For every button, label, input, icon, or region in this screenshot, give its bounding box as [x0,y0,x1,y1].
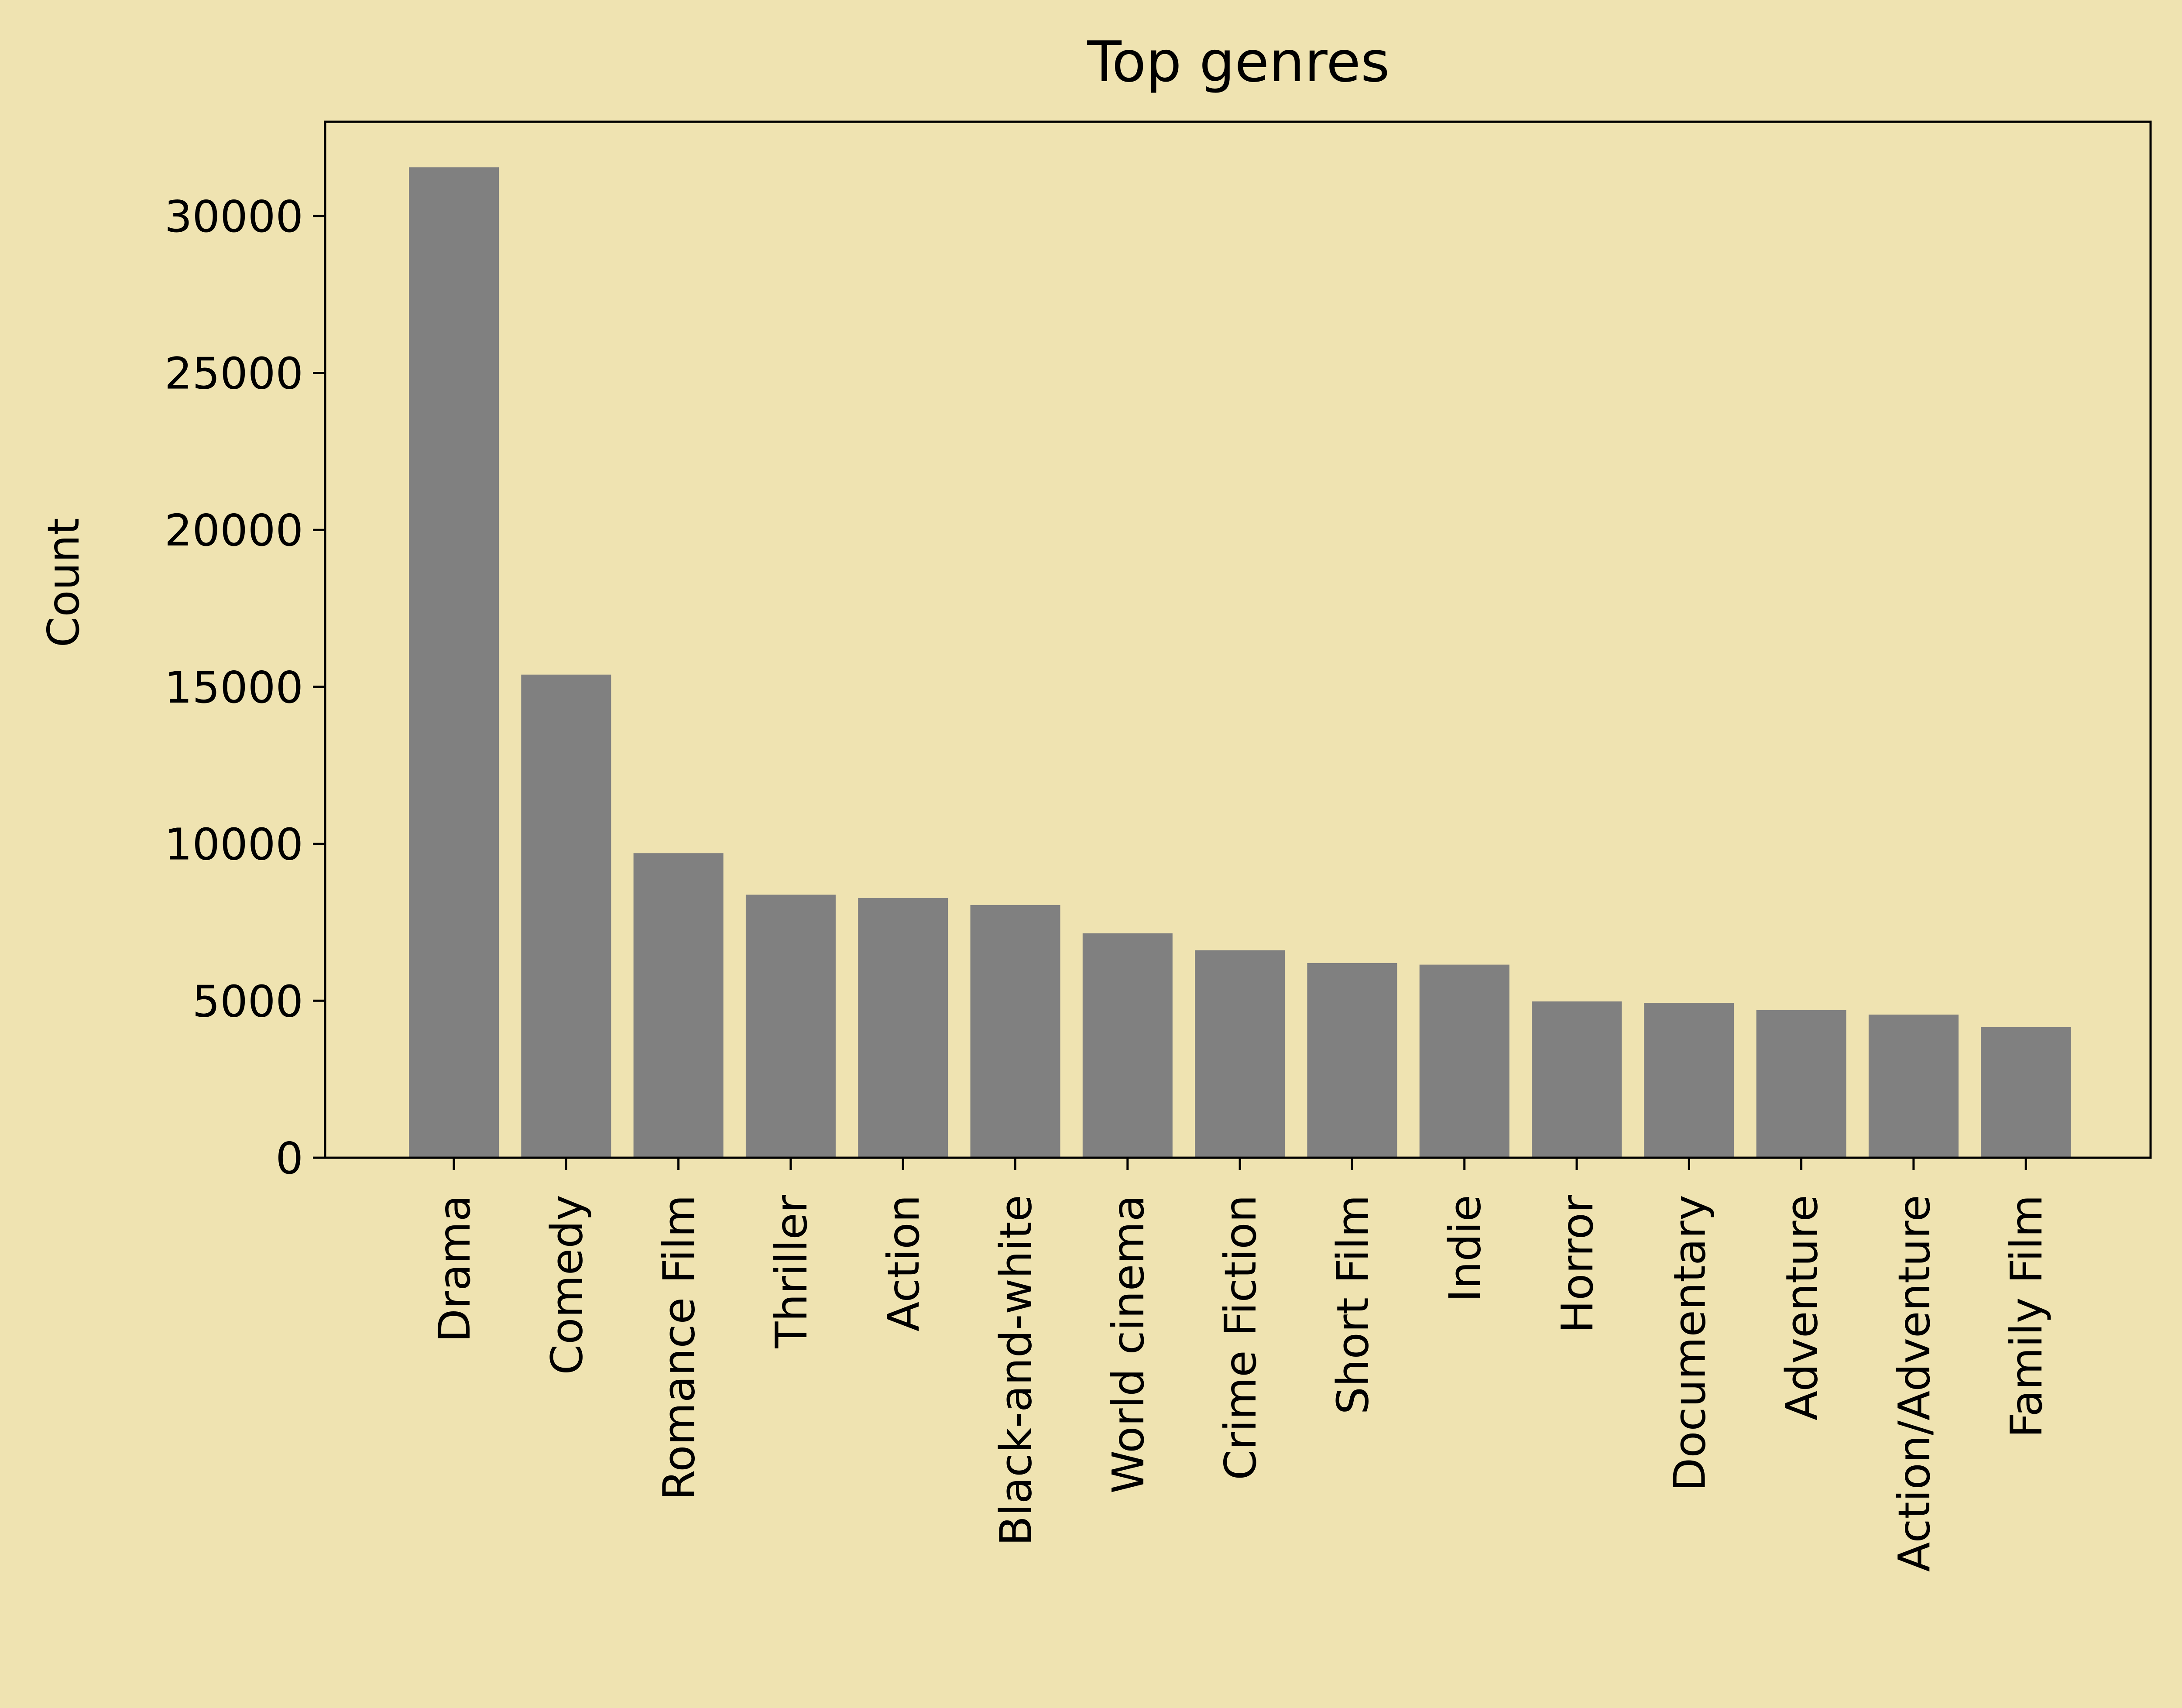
x-tick-label-action: Action [878,1195,929,1331]
x-tick-label-thriller: Thriller [766,1194,817,1348]
bar-black-and-white [970,905,1060,1158]
y-tick-label: 20000 [165,505,303,556]
bar-horror [1532,1001,1622,1158]
bars-group [409,167,2071,1158]
bar-romance-film [633,853,724,1158]
bar-comedy [521,674,611,1158]
x-tick-label-family-film: Family Film [2001,1195,2052,1438]
bar-short-film [1307,963,1397,1158]
y-axis-ticks: 0 5000 10000 15000 20000 25000 30000 [165,191,325,1184]
y-tick-label: 5000 [192,976,304,1027]
bar-crime-fiction [1195,950,1285,1158]
x-tick-label-drama: Drama [429,1195,480,1342]
x-tick-label-world-cinema: World cinema [1103,1195,1154,1494]
x-axis-ticks: Drama Comedy Romance Film Thriller Action Bla… [429,1158,2052,1572]
x-tick-label-comedy: Comedy [541,1195,592,1375]
y-tick-label: 15000 [165,662,303,713]
bar-action-adventure [1868,1014,1959,1158]
x-tick-label-crime-fiction: Crime Fiction [1215,1195,1266,1480]
x-tick-label-horror: Horror [1552,1194,1603,1333]
x-tick-label-action-adventure: Action/Adventure [1889,1195,1940,1572]
x-tick-label-romance-film: Romance Film [654,1195,705,1500]
bar-drama [409,167,499,1158]
x-tick-label-adventure: Adventure [1777,1195,1828,1420]
chart-title: Top genres [1087,30,1389,95]
x-tick-label-documentary: Documentary [1664,1195,1715,1492]
y-tick-label: 30000 [165,191,303,242]
y-axis-label: Count [38,518,89,648]
x-tick-label-black-and-white: Black-and-white [991,1195,1042,1546]
bar-thriller [745,895,836,1158]
bar-world-cinema [1082,933,1173,1158]
bar-adventure [1756,1010,1846,1158]
y-tick-label: 25000 [165,348,303,399]
y-tick-label: 10000 [165,819,303,870]
bar-indie [1419,964,1510,1158]
plot-area-frame [324,120,2152,1159]
bar-documentary [1644,1003,1734,1158]
bar-action [858,898,948,1158]
y-tick-label: 0 [275,1133,303,1184]
bar-family-film [1981,1027,2071,1158]
x-tick-label-short-film: Short Film [1327,1195,1378,1414]
x-tick-label-indie: Indie [1440,1195,1491,1302]
